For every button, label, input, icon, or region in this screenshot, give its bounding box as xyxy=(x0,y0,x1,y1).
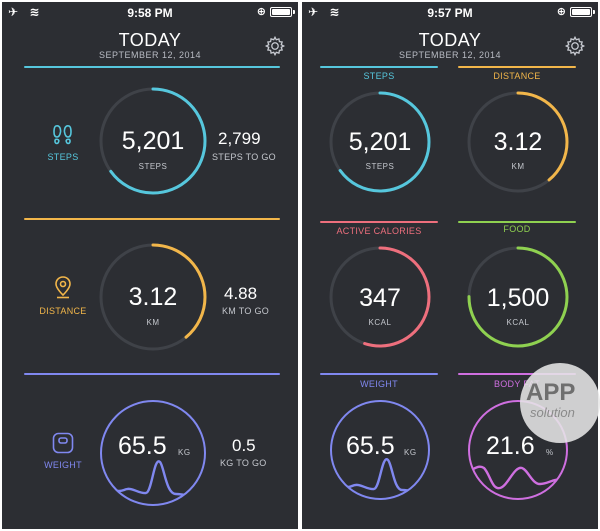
weight-divider xyxy=(320,373,438,375)
distance-to-go-label: KM TO GO xyxy=(222,306,270,316)
steps-ring[interactable] xyxy=(98,86,208,196)
battery-icon xyxy=(570,6,595,17)
food-label: FOOD xyxy=(503,224,531,234)
status-left: ✈ ≋ xyxy=(8,5,43,19)
wifi-icon: ≋ xyxy=(329,5,344,19)
steps-value: 5,201 xyxy=(348,128,412,156)
watermark-badge: APP solution xyxy=(520,363,600,443)
page-title: TODAY xyxy=(418,30,482,50)
steps-unit: STEPS xyxy=(365,162,395,171)
body-fat-label: BODY FAT xyxy=(493,379,541,389)
food-divider xyxy=(458,221,576,223)
food-ring[interactable] xyxy=(466,245,570,349)
distance-label: DISTANCE xyxy=(39,306,87,316)
bodyfat-divider xyxy=(458,373,576,375)
watermark-sub-text: solution xyxy=(530,405,575,420)
steps-label: STEPS xyxy=(363,71,395,81)
orientation-lock-icon: ⊕ xyxy=(556,6,566,18)
steps-label: STEPS xyxy=(47,152,79,162)
weight-to-go-value: 0.5 xyxy=(232,436,256,455)
scale-icon xyxy=(52,432,74,454)
status-right: ⊕ xyxy=(256,5,295,18)
status-time: 9:58 PM xyxy=(127,6,173,20)
page-date: SEPTEMBER 12, 2014 xyxy=(98,50,202,60)
status-right: ⊕ xyxy=(556,5,595,18)
weight-ring[interactable] xyxy=(98,398,208,508)
gear-icon[interactable] xyxy=(564,35,586,57)
footprints-icon xyxy=(53,125,72,145)
watermark-main-text: APP xyxy=(526,379,576,406)
steps-unit: STEPS xyxy=(138,162,168,171)
phone-screen-right: ✈ ≋ 9:57 PM ⊕ TODAY SEPTEMBER 12, 2014 S… xyxy=(302,2,598,529)
airplane-icon: ✈ xyxy=(8,5,23,19)
distance-value: 3.12 xyxy=(128,283,178,311)
weight-unit: KG xyxy=(404,448,417,457)
airplane-icon: ✈ xyxy=(308,5,323,19)
active-calories-unit: KCAL xyxy=(368,318,392,327)
active-calories-label: ACTIVE CALORIES xyxy=(336,226,422,236)
steps-ring[interactable] xyxy=(328,90,432,194)
distance-divider xyxy=(458,66,576,68)
status-bar: ✈ ≋ 9:57 PM ⊕ xyxy=(302,2,598,22)
location-pin-icon xyxy=(55,276,71,299)
distance-to-go-value: 4.88 xyxy=(224,284,258,303)
distance-ring[interactable] xyxy=(98,242,208,352)
gear-icon[interactable] xyxy=(264,35,286,57)
calories-divider xyxy=(320,221,438,223)
status-left: ✈ ≋ xyxy=(308,5,343,19)
distance-unit: KM xyxy=(511,162,525,171)
food-unit: KCAL xyxy=(506,318,530,327)
distance-label: DISTANCE xyxy=(493,71,541,81)
weight-unit: KG xyxy=(178,448,191,457)
steps-divider xyxy=(320,66,438,68)
weight-to-go-label: KG TO GO xyxy=(220,458,267,468)
active-calories-ring[interactable] xyxy=(328,245,432,349)
orientation-lock-icon: ⊕ xyxy=(256,6,266,18)
distance-value: 3.12 xyxy=(493,128,543,156)
battery-icon xyxy=(270,6,295,17)
steps-value: 5,201 xyxy=(121,127,185,155)
weight-ring[interactable] xyxy=(328,398,432,502)
status-bar: ✈ ≋ 9:58 PM ⊕ xyxy=(2,2,298,22)
active-calories-value: 347 xyxy=(359,284,401,312)
body-fat-ring[interactable] xyxy=(466,398,570,502)
wifi-icon: ≋ xyxy=(29,5,44,19)
weight-label: WEIGHT xyxy=(360,379,398,389)
status-time: 9:57 PM xyxy=(427,6,473,20)
steps-to-go-value: 2,799 xyxy=(218,129,261,148)
distance-ring[interactable] xyxy=(466,90,570,194)
phone-screen-left: ✈ ≋ 9:58 PM ⊕ TODAY SEPTEMBER 12, 2014 S… xyxy=(2,2,298,529)
distance-unit: KM xyxy=(146,318,160,327)
weight-label: WEIGHT xyxy=(44,460,82,470)
weight-value: 65.5 xyxy=(346,432,395,460)
weight-divider xyxy=(24,373,280,375)
steps-divider xyxy=(24,66,280,68)
steps-to-go-label: STEPS TO GO xyxy=(212,152,276,162)
page-title: TODAY xyxy=(118,30,182,50)
food-value: 1,500 xyxy=(486,284,550,312)
distance-divider xyxy=(24,218,280,220)
page-date: SEPTEMBER 12, 2014 xyxy=(398,50,502,60)
body-fat-value: 21.6 xyxy=(486,432,535,460)
body-fat-unit: % xyxy=(546,448,554,457)
weight-value: 65.5 xyxy=(118,432,167,460)
